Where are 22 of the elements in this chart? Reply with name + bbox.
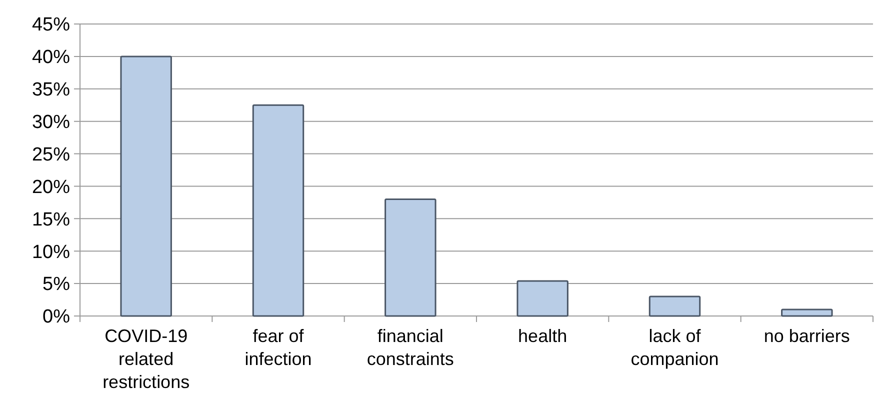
bar — [648, 296, 701, 317]
y-tick-label: 20% — [32, 176, 70, 198]
y-tick-label: 15% — [32, 209, 70, 230]
y-tick-label: 5% — [42, 274, 70, 296]
bar — [516, 280, 568, 317]
x-tick-label: fear of infection — [244, 326, 312, 369]
bar — [384, 198, 436, 317]
y-tick-label: 45% — [32, 14, 70, 36]
x-tick-label: COVID-19 related restrictions — [102, 326, 190, 392]
y-tick-label: 35% — [32, 80, 70, 101]
x-tick-label: health — [518, 326, 568, 346]
x-tick-label: no barriers — [764, 326, 850, 346]
bar — [781, 308, 833, 317]
y-tick-label: 40% — [32, 47, 70, 68]
x-tick-label: lack of companion — [630, 326, 719, 369]
x-tick-label: financial constraints — [366, 326, 454, 369]
y-tick-label: 25% — [32, 144, 70, 166]
bar — [252, 104, 304, 317]
y-tick-label: 30% — [32, 112, 70, 133]
y-tick-label: 10% — [32, 242, 70, 263]
bar — [120, 56, 172, 317]
y-tick-label: 0% — [42, 306, 70, 328]
